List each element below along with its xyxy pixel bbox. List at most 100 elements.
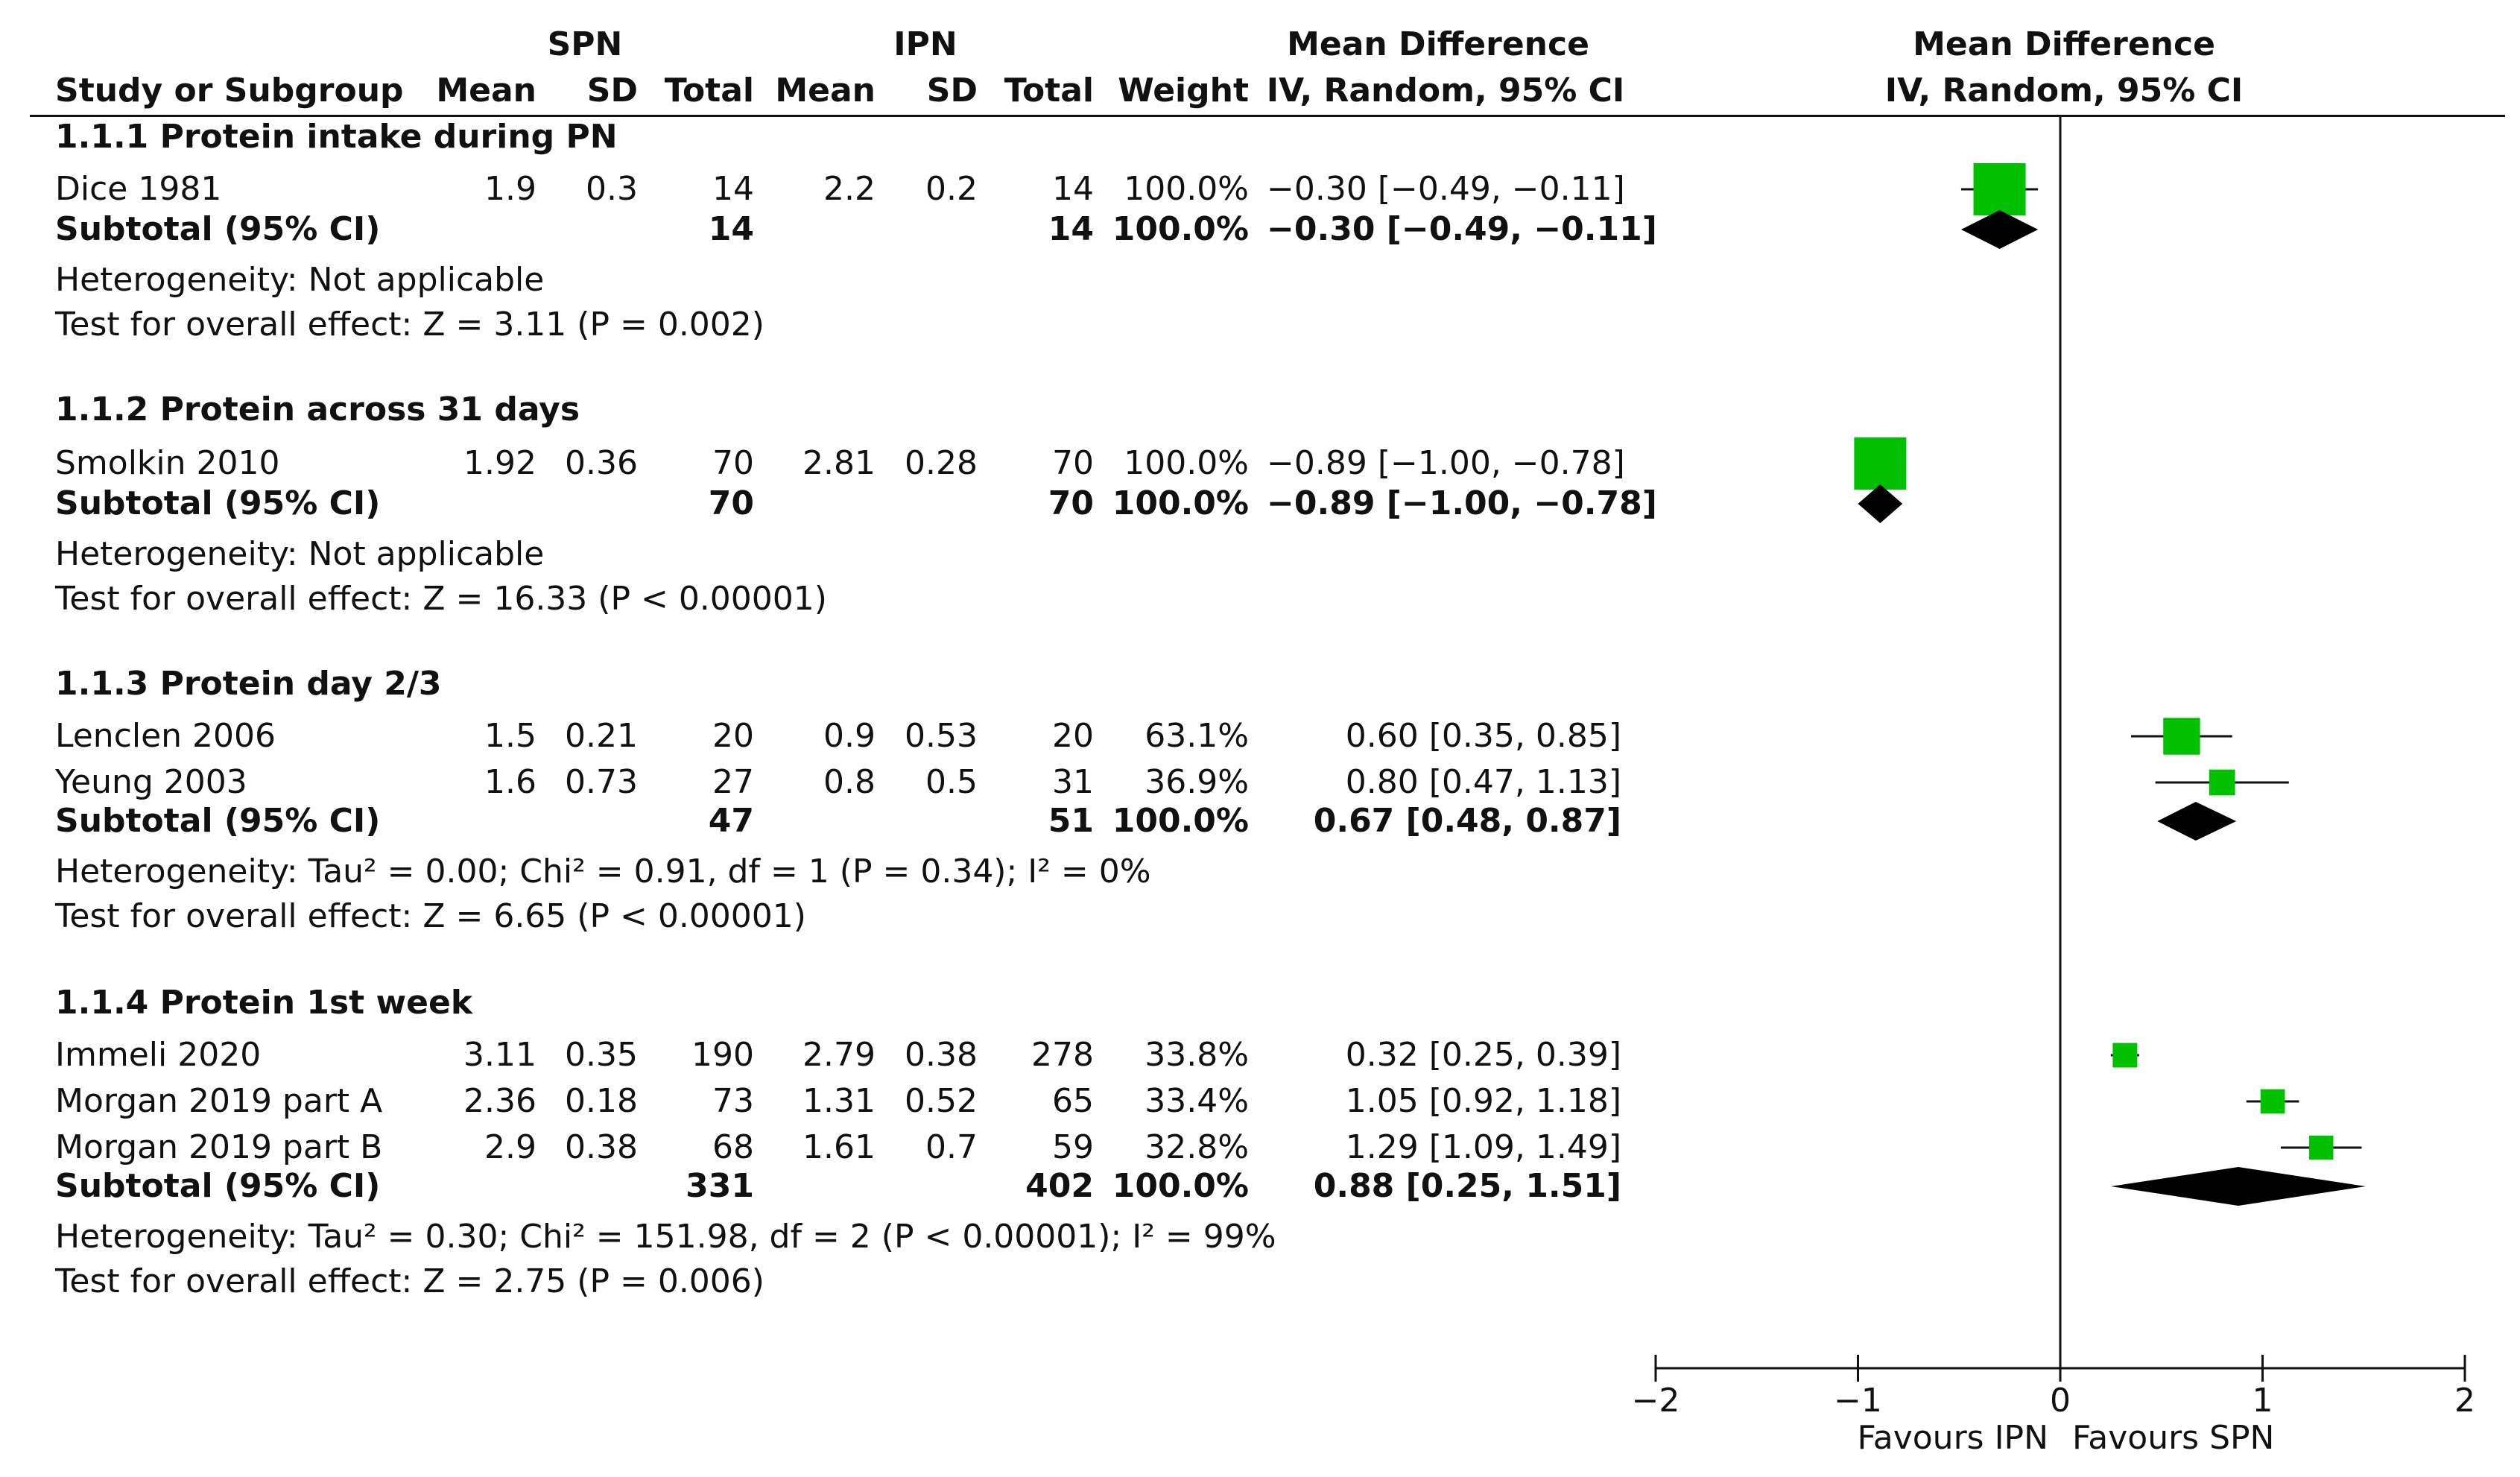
study-mean2: 1.31 (802, 1082, 876, 1120)
study-sd1: 0.38 (565, 1128, 638, 1166)
col-total2-header: Total (1004, 72, 1094, 110)
study-total2: 31 (1052, 763, 1094, 801)
study-sd2: 0.5 (925, 763, 978, 801)
study-total1: 20 (712, 717, 754, 755)
study-mean1: 1.9 (484, 170, 536, 208)
study-total1: 68 (712, 1128, 754, 1166)
study-name: Immeli 2020 (55, 1036, 262, 1074)
study-total1: 190 (691, 1036, 754, 1074)
subtotal-weight: 100.0% (1112, 802, 1249, 840)
favours-right-label: Favours SPN (2072, 1419, 2274, 1457)
subtotal-label: Subtotal (95% CI) (55, 484, 381, 522)
col-sd1-header: SD (586, 72, 638, 110)
study-square (2163, 718, 2200, 755)
study-weight: 32.8% (1145, 1128, 1249, 1166)
x-tick-label: 1 (2253, 1382, 2273, 1420)
study-total1: 70 (712, 444, 754, 482)
study-square (2309, 1135, 2334, 1160)
study-name: Dice 1981 (55, 170, 222, 208)
subgroup-title: 1.1.2 Protein across 31 days (55, 390, 580, 428)
subtotal-ci-text: 0.88 [0.25, 1.51] (1313, 1167, 1621, 1205)
study-sd2: 0.52 (905, 1082, 978, 1120)
study-sd1: 0.36 (565, 444, 638, 482)
subtotal-diamond (2157, 802, 2237, 841)
group2-header: IPN (893, 25, 957, 63)
col-total1-header: Total (664, 72, 754, 110)
study-mean2: 2.79 (802, 1036, 876, 1074)
study-total1: 27 (712, 763, 754, 801)
study-mean2: 0.9 (823, 717, 876, 755)
study-name: Morgan 2019 part A (55, 1082, 383, 1120)
col-mean1-header: Mean (436, 72, 536, 110)
col-mean2-header: Mean (775, 72, 876, 110)
subtotal-total1: 14 (708, 210, 754, 248)
study-mean1: 1.92 (463, 444, 536, 482)
study-weight: 33.8% (1145, 1036, 1249, 1074)
study-total2: 278 (1031, 1036, 1094, 1074)
study-sd2: 0.53 (905, 717, 978, 755)
study-ci-text: 0.32 [0.25, 0.39] (1345, 1036, 1621, 1074)
study-mean2: 0.8 (823, 763, 876, 801)
study-weight: 63.1% (1145, 717, 1249, 755)
subtotal-label: Subtotal (95% CI) (55, 210, 381, 248)
study-square (2112, 1043, 2138, 1068)
group1-header: SPN (547, 25, 623, 63)
subtotal-ci-text: 0.67 [0.48, 0.87] (1313, 802, 1621, 840)
subtotal-total2: 70 (1048, 484, 1094, 522)
study-weight: 36.9% (1145, 763, 1249, 801)
subtotal-diamond (1858, 484, 1903, 523)
subgroup-title: 1.1.4 Protein 1st week (55, 984, 473, 1022)
subtotal-weight: 100.0% (1112, 484, 1249, 522)
x-tick-label: 2 (2454, 1382, 2475, 1420)
study-sd2: 0.28 (905, 444, 978, 482)
study-total2: 14 (1052, 170, 1094, 208)
study-name: Smolkin 2010 (55, 444, 280, 482)
study-mean1: 1.5 (484, 717, 536, 755)
study-total2: 65 (1052, 1082, 1094, 1120)
subtotal-total1: 331 (686, 1167, 754, 1205)
effect-title-left: Mean Difference (1287, 25, 1589, 63)
study-weight: 33.4% (1145, 1082, 1249, 1120)
col-method-right-header: IV, Random, 95% CI (1884, 72, 2244, 110)
heterogeneity-text: Heterogeneity: Tau² = 0.00; Chi² = 0.91,… (55, 853, 1151, 891)
study-ci-text: 0.80 [0.47, 1.13] (1345, 763, 1621, 801)
study-total2: 70 (1052, 444, 1094, 482)
subtotal-total1: 70 (708, 484, 754, 522)
subtotal-weight: 100.0% (1112, 1167, 1249, 1205)
favours-left-label: Favours IPN (1857, 1419, 2048, 1457)
study-name: Lenclen 2006 (55, 717, 276, 755)
study-mean1: 2.36 (463, 1082, 536, 1120)
x-tick-label: −2 (1632, 1382, 1680, 1420)
subtotal-weight: 100.0% (1112, 210, 1249, 248)
study-ci-text: 1.05 [0.92, 1.18] (1345, 1082, 1621, 1120)
overall-effect-text: Test for overall effect: Z = 6.65 (P < 0… (55, 897, 806, 935)
subtotal-diamond (1960, 210, 2039, 249)
study-weight: 100.0% (1124, 170, 1249, 208)
subtotal-label: Subtotal (95% CI) (55, 1167, 381, 1205)
study-sd1: 0.18 (565, 1082, 638, 1120)
study-sd2: 0.38 (905, 1036, 978, 1074)
subgroup-title: 1.1.3 Protein day 2/3 (55, 665, 442, 703)
study-ci-text: −0.89 [−1.00, −0.78] (1267, 444, 1625, 482)
study-total1: 73 (712, 1082, 754, 1120)
study-sd1: 0.21 (565, 717, 638, 755)
effect-title-right: Mean Difference (1913, 25, 2215, 63)
heterogeneity-text: Heterogeneity: Tau² = 0.30; Chi² = 151.9… (55, 1218, 1276, 1256)
subtotal-diamond (2110, 1167, 2366, 1206)
study-ci-text: −0.30 [−0.49, −0.11] (1267, 170, 1625, 208)
col-weight-header: Weight (1118, 72, 1249, 110)
subtotal-ci-text: −0.30 [−0.49, −0.11] (1267, 210, 1657, 248)
col-study-header: Study or Subgroup (55, 72, 404, 110)
study-square (2209, 769, 2235, 796)
overall-effect-text: Test for overall effect: Z = 3.11 (P = 0… (55, 306, 764, 344)
x-tick-label: −1 (1834, 1382, 1882, 1420)
study-total2: 20 (1052, 717, 1094, 755)
study-square (1854, 437, 1907, 490)
col-method-left-header: IV, Random, 95% CI (1266, 72, 1625, 110)
study-sd1: 0.3 (586, 170, 638, 208)
col-sd2-header: SD (926, 72, 978, 110)
study-sd2: 0.2 (925, 170, 978, 208)
study-total2: 59 (1052, 1128, 1094, 1166)
study-mean2: 2.2 (823, 170, 876, 208)
study-sd1: 0.73 (565, 763, 638, 801)
